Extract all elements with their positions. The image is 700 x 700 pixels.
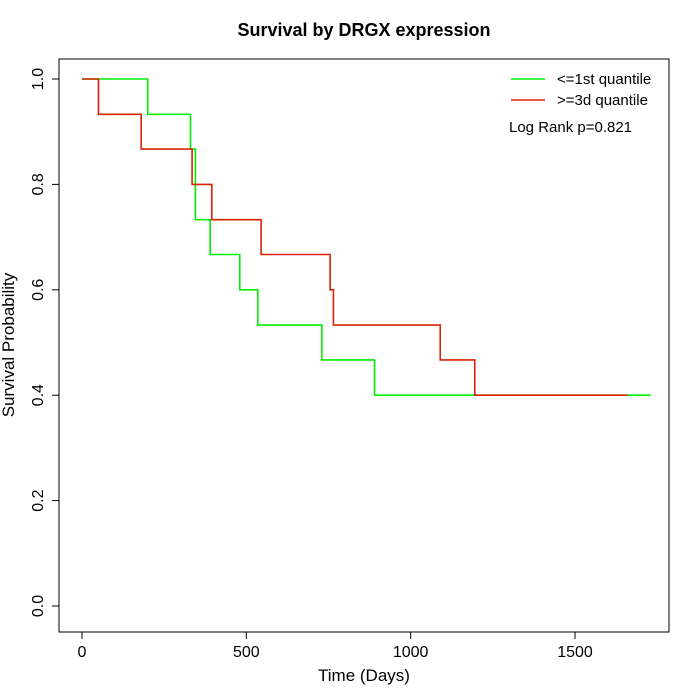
x-axis: 0 500 1000 1500 [78,631,593,661]
x-tick-label: 500 [233,644,260,661]
y-tick-label: 0.8 [30,173,47,195]
x-tick-label: 1500 [557,644,593,661]
series-line-1 [82,78,651,396]
y-tick-label: 0.4 [30,384,47,406]
x-axis-label: Time (Days) [318,666,410,685]
y-tick-label: 0.2 [30,489,47,511]
series-layer [82,78,651,396]
chart-title: Survival by DRGX expression [237,20,490,40]
x-tick-label: 1000 [393,644,429,661]
log-rank-annotation: Log Rank p=0.821 [509,119,632,136]
legend-label-2: >=3d quantile [557,92,648,109]
y-tick-label: 0.0 [30,595,47,617]
legend: <=1st quantile >=3d quantile [511,71,651,109]
y-tick-label: 1.0 [30,68,47,90]
y-tick-label: 0.6 [30,279,47,301]
y-axis: 0.0 0.2 0.4 0.6 0.8 1.0 [30,68,60,617]
y-axis-label: Survival Probability [0,272,18,417]
legend-label-1: <=1st quantile [557,71,651,88]
series-line-2 [82,78,628,396]
plot-frame [58,58,670,633]
x-tick-label: 0 [78,644,87,661]
